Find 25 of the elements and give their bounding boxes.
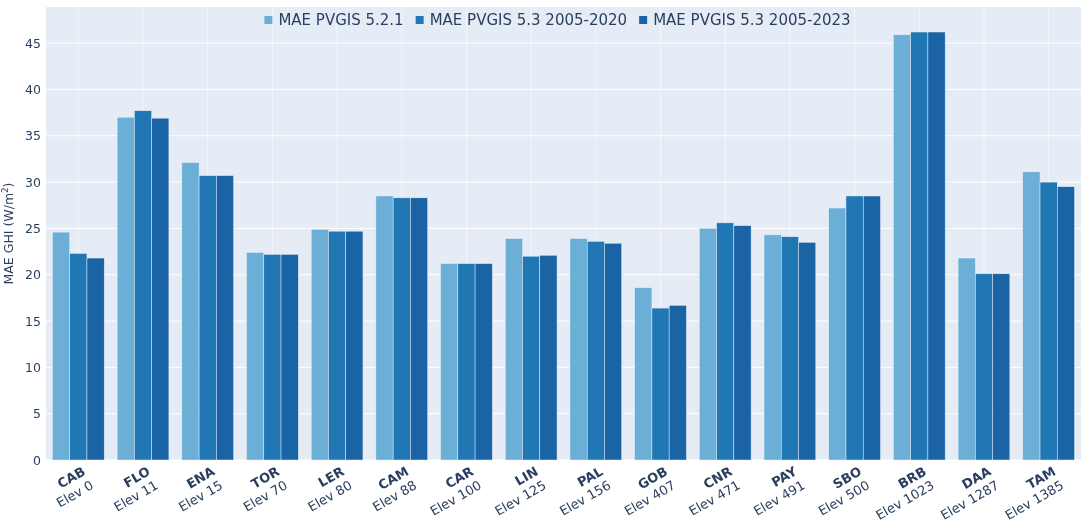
x-tick-label: CAB Elev 0: [53, 463, 96, 511]
x-tick-label: LER Elev 80: [305, 463, 355, 515]
x-tick-label: SBO Elev 500: [815, 463, 873, 519]
x-tick-label: CAR Elev 100: [427, 463, 484, 519]
x-tick-label: TOR Elev 70: [240, 463, 290, 515]
x-tick-label: ENA Elev 15: [175, 463, 226, 515]
y-tick-label: 35: [25, 128, 41, 144]
legend-label: MAE PVGIS 5.3 2005-2020: [429, 11, 628, 29]
y-tick-label: 25: [25, 220, 41, 236]
x-tick-label: LIN Elev 125: [492, 463, 549, 519]
x-tick-label: FLO Elev 11: [111, 463, 161, 515]
y-tick-label: 15: [25, 313, 41, 329]
y-tick-label: 0: [33, 452, 42, 468]
legend-label: MAE PVGIS 5.2.1: [278, 11, 404, 29]
y-tick-label: 30: [25, 174, 42, 190]
legend-label: MAE PVGIS 5.3 2005-2023: [653, 11, 851, 29]
x-tick-label: CNR Elev 471: [686, 463, 743, 519]
x-tick-label: PAY Elev 491: [751, 463, 808, 519]
y-tick-label: 45: [25, 35, 41, 51]
y-tick-label: 5: [33, 406, 41, 422]
x-tick-label: GOB Elev 407: [621, 463, 679, 519]
y-tick-label: 10: [25, 359, 42, 375]
y-tick-label: 40: [25, 81, 42, 97]
y-tick-label: 20: [25, 267, 42, 283]
x-tick-label: PAL Elev 156: [556, 463, 614, 519]
